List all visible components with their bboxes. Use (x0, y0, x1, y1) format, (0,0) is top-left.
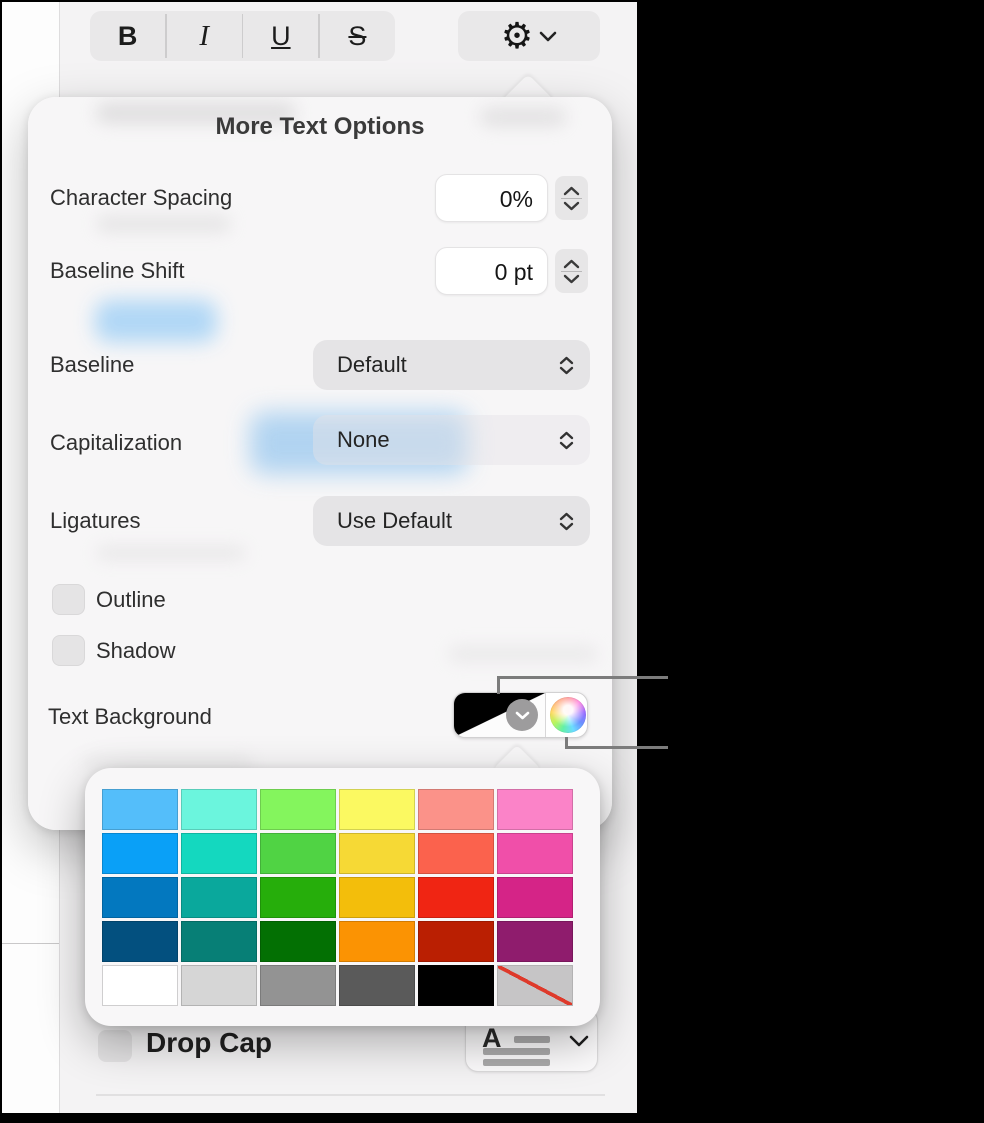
capitalization-dropdown[interactable]: None (313, 415, 590, 465)
swatch-#8f1c6d[interactable] (497, 921, 573, 962)
more-text-options-popover: More Text Options Character Spacing 0% B… (28, 97, 612, 830)
callout-line-color-wheel (565, 737, 568, 749)
baseline-dropdown[interactable]: Default (313, 340, 590, 390)
baseline-shift-field[interactable]: 0 pt (435, 247, 548, 295)
stepper-up-icon (563, 186, 580, 195)
swatch-#6bf5dd[interactable] (181, 789, 257, 830)
updown-chevrons-icon (559, 356, 574, 375)
color-palette-popover (85, 768, 600, 1026)
chevron-down-icon (515, 711, 529, 719)
shadow-checkbox[interactable] (52, 635, 85, 666)
segment-divider (318, 14, 320, 58)
blurred-background-text (96, 545, 246, 561)
blurred-background-text (448, 645, 598, 663)
drop-cap-icon: A (482, 1023, 502, 1053)
character-spacing-stepper[interactable] (555, 176, 588, 220)
swatch-#f02513[interactable] (418, 877, 494, 918)
text-background-color-well[interactable] (453, 692, 588, 738)
blurred-background-text (96, 215, 231, 233)
baseline-shift-label: Baseline Shift (50, 258, 185, 283)
swatch-#000000[interactable] (418, 965, 494, 1006)
swatch-#0aa0f7[interactable] (102, 833, 178, 874)
color-wheel-button[interactable] (550, 697, 586, 733)
blurred-selection-highlight (95, 300, 217, 342)
swatch-#077f76[interactable] (181, 921, 257, 962)
stepper-down-icon (563, 274, 580, 283)
swatch-#f04fa9[interactable] (497, 833, 573, 874)
callout-line-color-well (497, 676, 500, 694)
swatch-#fb83c8[interactable] (497, 789, 573, 830)
swatch-#0378bf[interactable] (102, 877, 178, 918)
swatch-#d52487[interactable] (497, 877, 573, 918)
baseline-label: Baseline (50, 352, 135, 377)
capitalization-dropdown-value: None (337, 427, 390, 452)
swatch-#14d8bf[interactable] (181, 833, 257, 874)
swatch-#26ae0b[interactable] (260, 877, 336, 918)
callout-line-color-well (497, 676, 668, 679)
shadow-label: Shadow (96, 638, 176, 663)
italic-button[interactable]: I (199, 19, 210, 52)
drop-cap-checkbox[interactable] (98, 1030, 132, 1062)
drop-cap-icon (483, 1059, 550, 1066)
segment-divider (241, 14, 244, 58)
callout-line-color-wheel (565, 746, 668, 749)
section-divider (96, 1094, 605, 1096)
swatch-#5a5a5a[interactable] (339, 965, 415, 1006)
segment-divider (165, 14, 167, 58)
blurred-selection-highlight (250, 412, 468, 474)
swatch-#f3be0b[interactable] (339, 877, 415, 918)
swatch-#037003[interactable] (260, 921, 336, 962)
character-spacing-label: Character Spacing (50, 185, 233, 210)
character-spacing-field[interactable]: 0% (435, 174, 548, 222)
swatch-#50d344[interactable] (260, 833, 336, 874)
capitalization-label: Capitalization (50, 430, 183, 455)
ligatures-dropdown[interactable]: Use Default (313, 496, 590, 546)
ligatures-label: Ligatures (50, 508, 141, 533)
blurred-background-text (96, 102, 296, 124)
color-swatch-chevron-button[interactable] (506, 699, 538, 731)
updown-chevrons-icon (559, 431, 574, 450)
popover-title: More Text Options (215, 113, 425, 140)
color-swatch-grid (102, 789, 573, 1006)
swatch-#ba1f02[interactable] (418, 921, 494, 962)
text-style-segmented-control: B I U S (90, 11, 395, 61)
bold-button[interactable]: B (117, 20, 138, 51)
drop-cap-label: Drop Cap (146, 1027, 272, 1058)
swatch-#fb9303[interactable] (339, 921, 415, 962)
page-boundary-line (2, 943, 59, 944)
swatch-#03507f[interactable] (102, 921, 178, 962)
blurred-background-text (480, 107, 566, 127)
outline-label: Outline (96, 587, 166, 612)
drop-cap-icon (483, 1048, 550, 1055)
advanced-options-button[interactable]: ⚙ (458, 11, 600, 61)
swatch-#54befa[interactable] (102, 789, 178, 830)
chevron-down-icon (569, 1035, 589, 1047)
updown-chevrons-icon (559, 512, 574, 531)
swatch-#fb624d[interactable] (418, 833, 494, 874)
swatch-#939393[interactable] (260, 965, 336, 1006)
swatch-#84f55d[interactable] (260, 789, 336, 830)
swatch-#d6d6d6[interactable] (181, 965, 257, 1006)
stepper-up-icon (563, 259, 580, 268)
swatch-#ffffff[interactable] (102, 965, 178, 1006)
gear-icon: ⚙ (500, 15, 534, 56)
strikethrough-button[interactable]: S (348, 20, 367, 51)
chevron-down-icon (539, 31, 557, 41)
stepper-down-icon (563, 201, 580, 210)
underline-button[interactable]: U (271, 20, 291, 51)
ligatures-dropdown-value: Use Default (337, 508, 452, 533)
outline-checkbox[interactable] (52, 584, 85, 615)
well-divider (545, 693, 546, 737)
blurred-background-text (83, 755, 253, 771)
swatch-#f6d935[interactable] (339, 833, 415, 874)
swatch-#0aa89c[interactable] (181, 877, 257, 918)
swatch-#fb9289[interactable] (418, 789, 494, 830)
swatch-no-fill[interactable] (497, 965, 573, 1006)
drop-cap-icon (514, 1036, 550, 1043)
swatch-#fbf961[interactable] (339, 789, 415, 830)
baseline-shift-stepper[interactable] (555, 249, 588, 293)
text-background-label: Text Background (48, 704, 212, 729)
baseline-dropdown-value: Default (337, 352, 407, 377)
